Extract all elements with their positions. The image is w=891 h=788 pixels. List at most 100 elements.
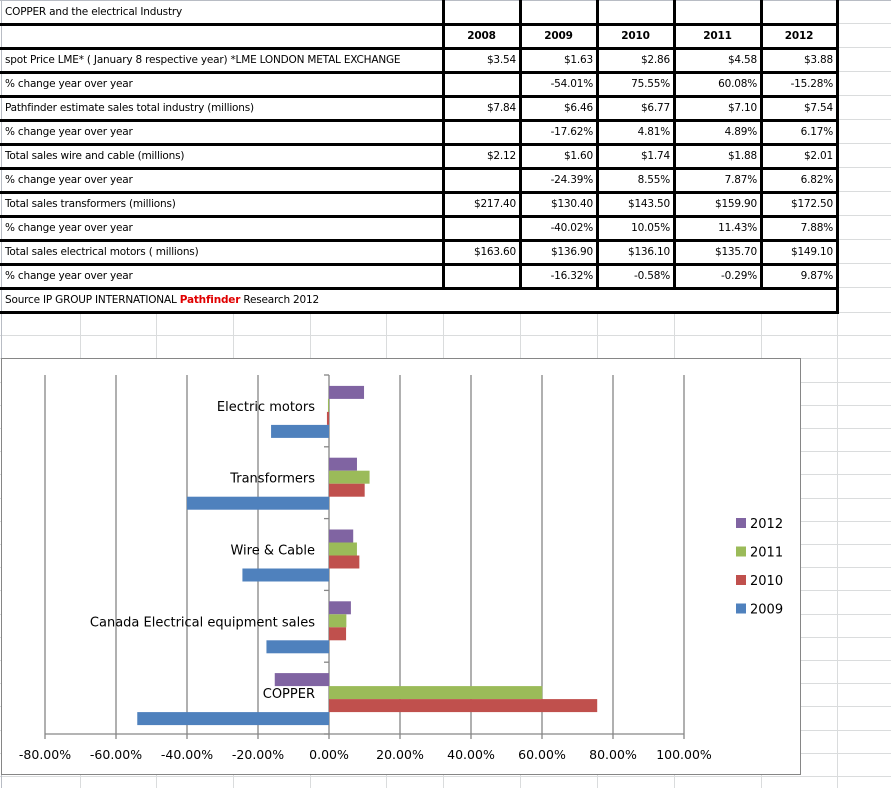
table-cell[interactable]: $130.40 <box>550 198 593 210</box>
bar-electric-motors-2011 <box>327 398 329 412</box>
year-header[interactable]: 2009 <box>544 30 573 42</box>
table-cell[interactable]: $159.90 <box>714 198 757 210</box>
category-label: COPPER <box>263 687 315 702</box>
x-tick-label: 40.00% <box>447 747 495 762</box>
table-cell[interactable]: $1.60 <box>563 150 593 162</box>
table-cell[interactable]: $1.63 <box>563 54 593 66</box>
table-cell[interactable]: -54.01% <box>550 78 594 90</box>
year-header[interactable]: 2011 <box>703 30 732 42</box>
legend-swatch-2012 <box>736 518 746 528</box>
table-border <box>836 0 839 314</box>
bar-chart[interactable]: Electric motors Transformers Wire & Cable C… <box>1 358 801 775</box>
table-cell[interactable]: 10.05% <box>631 222 670 234</box>
table-cell[interactable]: 4.89% <box>724 126 758 138</box>
table-border <box>596 0 599 289</box>
table-cell[interactable]: $149.10 <box>790 246 833 258</box>
table-cell[interactable]: $143.50 <box>627 198 670 210</box>
x-tick-label: 80.00% <box>589 747 637 762</box>
source-note[interactable]: Source IP GROUP INTERNATIONAL Pathfinder… <box>0 289 837 313</box>
table-cell[interactable] <box>443 265 520 289</box>
table-cell[interactable]: -0.58% <box>634 270 670 282</box>
year-header[interactable]: 2012 <box>784 30 814 42</box>
table-border <box>519 0 522 289</box>
table-cell[interactable]: 7.88% <box>800 222 834 234</box>
table-cell[interactable]: 8.55% <box>637 174 671 186</box>
table-cell[interactable]: 75.55% <box>631 78 670 90</box>
bar-transformers-2011 <box>329 470 370 484</box>
table-cell[interactable]: $2.12 <box>486 150 516 162</box>
table-cell[interactable]: $3.54 <box>486 54 516 66</box>
table-cell[interactable] <box>443 169 520 193</box>
bar-electric-motors-2009 <box>271 424 329 438</box>
x-tick-label: 20.00% <box>376 747 424 762</box>
bar-copper-2012 <box>274 673 329 687</box>
table-cell[interactable]: $7.84 <box>486 102 516 114</box>
table-cell[interactable] <box>443 121 520 145</box>
x-tick-label: 100.00% <box>656 747 712 762</box>
row-label[interactable]: % change year over year <box>5 126 133 138</box>
table-border <box>673 0 676 289</box>
x-tick-label: -60.00% <box>90 747 142 762</box>
table-cell[interactable]: $136.10 <box>627 246 670 258</box>
sheet-title[interactable]: COPPER and the electrical Industry <box>5 6 183 18</box>
row-label[interactable]: Total sales wire and cable (millions) <box>5 150 185 162</box>
table-cell[interactable]: 4.81% <box>637 126 671 138</box>
table-border <box>760 0 763 289</box>
row-label[interactable]: % change year over year <box>5 174 133 186</box>
row-label[interactable]: % change year over year <box>5 78 133 90</box>
table-cell[interactable]: -16.32% <box>550 270 594 282</box>
bar-electric-motors-2012 <box>329 385 365 399</box>
table-cell[interactable]: $172.50 <box>790 198 833 210</box>
table-cell[interactable]: $1.74 <box>640 150 670 162</box>
row-label[interactable]: % change year over year <box>5 270 133 282</box>
table-cell[interactable]: $3.88 <box>803 54 833 66</box>
table-cell[interactable]: 7.87% <box>724 174 758 186</box>
table-cell[interactable]: -15.28% <box>790 78 834 90</box>
row-label[interactable]: Pathfinder estimate sales total industry… <box>5 102 254 114</box>
year-header[interactable]: 2008 <box>467 30 496 42</box>
table-cell[interactable]: $7.10 <box>727 102 757 114</box>
bar-transformers-2010 <box>329 483 365 497</box>
bar-canada-electrical-equipment-sales-2011 <box>329 614 347 628</box>
bar-copper-2009 <box>137 712 329 726</box>
table-cell[interactable]: $136.90 <box>550 246 593 258</box>
table-cell[interactable]: $2.01 <box>803 150 833 162</box>
table-cell[interactable]: $6.77 <box>640 102 670 114</box>
bar-copper-2010 <box>329 699 598 713</box>
table-cell[interactable]: $135.70 <box>714 246 757 258</box>
bar-transformers-2012 <box>329 457 357 471</box>
table-cell[interactable]: $2.86 <box>640 54 670 66</box>
row-label[interactable]: % change year over year <box>5 222 133 234</box>
year-header[interactable]: 2010 <box>621 30 650 42</box>
legend-label-2010: 2010 <box>750 574 783 589</box>
row-label[interactable]: Total sales transformers (millions) <box>5 198 176 210</box>
table-cell[interactable]: 6.82% <box>800 174 834 186</box>
row-label[interactable]: spot Price LME* ( January 8 respective y… <box>5 54 401 66</box>
table-cell[interactable] <box>443 217 520 241</box>
table-cell[interactable]: $1.88 <box>727 150 757 162</box>
x-tick-label: -20.00% <box>232 747 284 762</box>
row-label[interactable]: Total sales electrical motors ( millions… <box>5 246 199 258</box>
table-cell[interactable]: 6.17% <box>800 126 834 138</box>
table-cell[interactable]: -40.02% <box>550 222 594 234</box>
table-cell[interactable]: 11.43% <box>718 222 757 234</box>
table-border <box>0 263 839 266</box>
sheet-top-border <box>0 0 891 1</box>
table-cell[interactable]: -24.39% <box>550 174 594 186</box>
table-cell[interactable] <box>443 73 520 97</box>
bar-canada-electrical-equipment-sales-2009 <box>266 640 329 654</box>
table-cell[interactable]: $7.54 <box>803 102 833 114</box>
table-cell[interactable]: $217.40 <box>473 198 516 210</box>
table-cell[interactable]: 60.08% <box>718 78 757 90</box>
table-cell[interactable]: $163.60 <box>473 246 516 258</box>
x-tick-label: -80.00% <box>19 747 71 762</box>
x-tick-label: -40.00% <box>161 747 213 762</box>
table-cell[interactable]: -17.62% <box>550 126 594 138</box>
table-cell[interactable]: -0.29% <box>721 270 757 282</box>
table-cell[interactable]: $6.46 <box>563 102 593 114</box>
table-cell[interactable]: $4.58 <box>727 54 757 66</box>
table-border <box>0 143 839 146</box>
legend-swatch-2010 <box>736 575 746 585</box>
table-border <box>0 47 839 50</box>
table-cell[interactable]: 9.87% <box>800 270 834 282</box>
